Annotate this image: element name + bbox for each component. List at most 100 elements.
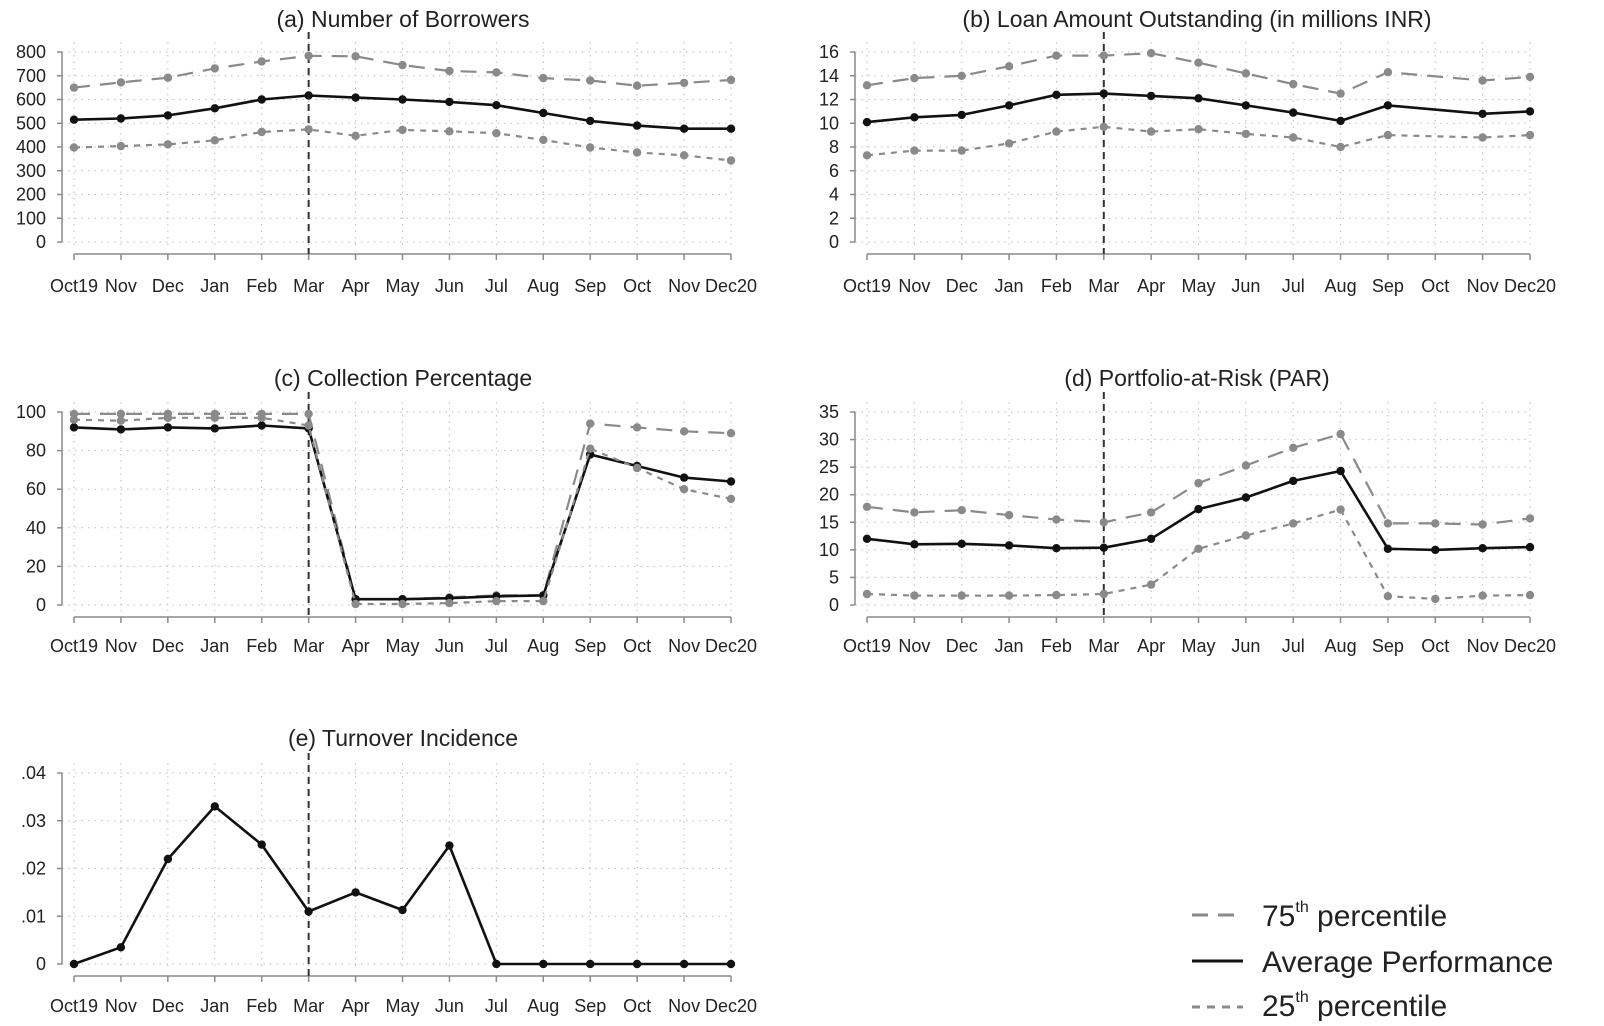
data-point-p75 (257, 57, 266, 66)
x-tick-label: Dec (152, 276, 184, 296)
series-line-p75 (866, 52, 1531, 95)
data-point-p75 (1146, 49, 1156, 58)
data-point-average (1052, 544, 1061, 553)
data-point-p25 (398, 599, 407, 609)
data-point-p75 (163, 73, 173, 82)
x-tick-label: Mar (293, 996, 324, 1016)
data-point-average (539, 959, 548, 969)
data-point-average (586, 116, 595, 126)
x-tick-label: Sep (1372, 636, 1404, 656)
data-point-p75 (1383, 68, 1393, 77)
y-tick-label: 0 (36, 954, 46, 974)
x-tick-label: Nov (668, 996, 700, 1016)
data-point-p25 (1383, 592, 1393, 601)
legend-item-p75: 75th percentile (1192, 899, 1447, 933)
y-tick-label: 200 (16, 185, 46, 205)
data-point-p25 (586, 444, 595, 453)
grid-lines (855, 42, 1531, 248)
x-tick-label: Oct19 (50, 996, 98, 1016)
data-point-p25 (1194, 544, 1203, 553)
x-tick-label: Nov (898, 636, 930, 656)
data-point-average (1289, 476, 1298, 486)
data-point-p75 (1289, 443, 1298, 452)
data-point-p75 (1241, 69, 1251, 78)
data-point-p25 (351, 131, 360, 140)
data-point-average (1004, 541, 1014, 550)
data-point-average (726, 124, 736, 133)
data-point-p25 (1241, 531, 1251, 540)
data-point-p25 (1336, 142, 1345, 152)
x-tick-label: Feb (246, 276, 277, 296)
data-point-p25 (862, 589, 872, 599)
data-point-p75 (1383, 519, 1393, 528)
x-tick-label: Dec20 (1504, 276, 1556, 296)
data-point-p25 (69, 415, 79, 424)
x-tick-label: Nov (105, 276, 137, 296)
data-point-average (1478, 109, 1487, 119)
data-point-p75 (1336, 429, 1345, 439)
data-point-p25 (163, 413, 173, 422)
data-point-p25 (726, 156, 736, 165)
y-tick-label: 6 (829, 161, 839, 181)
data-point-p25 (398, 125, 407, 135)
data-point-average (632, 959, 642, 969)
series-average (69, 91, 736, 133)
data-point-average (69, 423, 79, 432)
x-tick-label: Dec (152, 636, 184, 656)
x-tick-label: May (385, 996, 419, 1016)
x-tick-label: Oct (623, 636, 651, 656)
data-point-average (910, 113, 919, 122)
data-point-p75 (69, 409, 79, 419)
series-average (862, 89, 1535, 127)
y-tick-label: 35 (819, 402, 839, 422)
x-tick-label: Jul (485, 636, 508, 656)
data-point-average (957, 539, 966, 548)
data-point-average (210, 802, 219, 811)
y-tick-label: 4 (829, 185, 839, 205)
x-tick-label: Jun (435, 276, 464, 296)
data-point-average (1099, 543, 1109, 552)
data-point-p75 (862, 81, 872, 90)
data-point-p75 (1146, 508, 1156, 517)
data-point-p75 (1478, 520, 1487, 529)
data-point-p25 (1004, 139, 1014, 148)
data-point-p75 (69, 83, 79, 92)
x-tick-label: Sep (574, 276, 606, 296)
series-line-p25 (866, 125, 1531, 157)
y-axis: 35 30 25 20 15 10 5 0 (819, 402, 856, 615)
data-point-p75 (957, 71, 966, 81)
panel-title: (a) Number of Borrowers (276, 6, 529, 32)
x-tick-label: Mar (1088, 636, 1119, 656)
data-point-average (1383, 101, 1393, 110)
x-tick-label: Oct19 (843, 276, 891, 296)
data-point-p75 (539, 73, 548, 83)
y-tick-label: 0 (829, 232, 839, 252)
x-tick-label: Aug (527, 276, 559, 296)
data-point-average (1336, 116, 1345, 126)
data-point-p75 (1052, 515, 1061, 524)
data-point-p75 (445, 66, 454, 76)
x-tick-label: Oct (1421, 276, 1449, 296)
x-tick-label: Oct (623, 276, 651, 296)
data-point-p25 (726, 494, 736, 504)
series-p75 (862, 49, 1535, 98)
y-tick-label: 700 (16, 66, 46, 86)
data-point-average (679, 124, 689, 133)
y-tick-label: 0 (36, 595, 46, 615)
data-point-p75 (632, 423, 642, 432)
x-axis: Oct19 Nov Dec Jan Feb Mar Apr May Jun Jul Aug Sep Oc… (843, 253, 1556, 296)
x-tick-label: May (385, 276, 419, 296)
data-point-p25 (910, 146, 919, 155)
data-point-p25 (586, 143, 595, 152)
data-point-average (862, 117, 872, 127)
x-tick-label: Oct (623, 996, 651, 1016)
x-axis: Oct19 Nov Dec Jan Feb Mar Apr May Jun Jul Aug Sep Oc… (50, 975, 757, 1016)
series-p25 (862, 505, 1535, 604)
data-point-p75 (1289, 79, 1298, 89)
legend-label-p75: 75th percentile (1262, 899, 1447, 933)
legend-label-average: Average Performance (1262, 946, 1553, 979)
data-point-average (1004, 101, 1014, 110)
x-tick-label: Nov (668, 636, 700, 656)
data-point-average (1478, 544, 1487, 553)
